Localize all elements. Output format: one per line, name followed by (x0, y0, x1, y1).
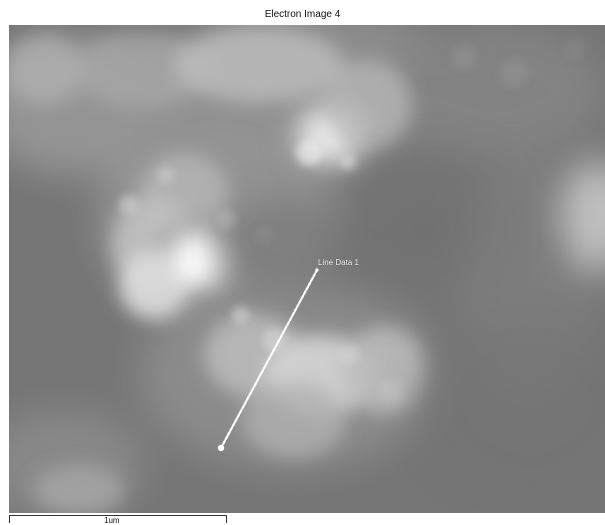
line-scan-trace (217, 268, 319, 452)
electron-micrograph-panel: Line Data 1 (9, 25, 605, 513)
line-data-label: Line Data 1 (318, 258, 359, 267)
sem-image-canvas (9, 25, 605, 513)
scale-bar-label: 1um (104, 516, 120, 525)
image-title: Electron Image 4 (264, 9, 341, 20)
dark-voids (219, 135, 605, 500)
scale-bar (9, 515, 227, 523)
